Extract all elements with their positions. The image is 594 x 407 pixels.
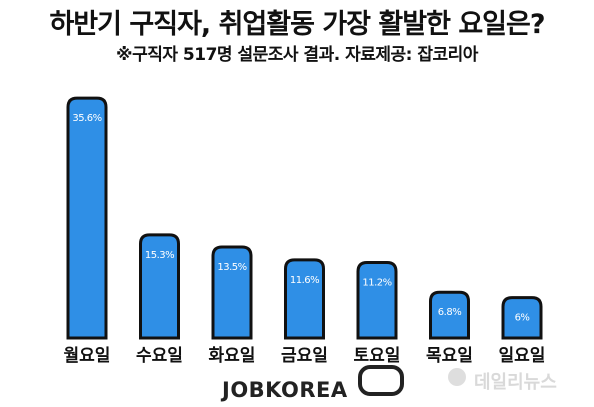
data-label-금요일: 11.6%: [290, 275, 319, 286]
bar-목요일: [429, 290, 470, 340]
data-label-토요일: 11.2%: [362, 278, 391, 289]
jobkorea-logo-mark-icon: [358, 365, 404, 396]
chart-title: 하반기 구직자, 취업활동 가장 활발한 요일은?: [49, 9, 545, 40]
watermark: 데일리뉴스: [474, 372, 557, 393]
category-label-금요일: 금요일: [281, 346, 328, 366]
bar-일요일: [501, 296, 543, 340]
category-label-수요일: 수요일: [136, 346, 183, 366]
category-label-화요일: 화요일: [209, 346, 256, 366]
jobkorea-logo: JOBKOREA: [222, 378, 348, 402]
chart-subtitle: ※구직자 517명 설문조사 결과. 자료제공: 잡코리아: [116, 45, 478, 65]
bar-수요일: [139, 233, 180, 340]
bar-금요일: [284, 258, 325, 340]
bar-토요일: [356, 261, 398, 340]
data-label-수요일: 15.3%: [145, 250, 174, 261]
category-label-토요일: 토요일: [354, 346, 401, 366]
bar-화요일: [211, 245, 253, 340]
data-label-일요일: 6%: [515, 313, 530, 324]
watermark-icon: [448, 368, 466, 386]
category-label-월요일: 월요일: [64, 346, 111, 366]
bar-월요일: [66, 96, 108, 340]
category-label-일요일: 일요일: [499, 346, 546, 366]
data-label-월요일: 35.6%: [72, 113, 101, 124]
data-label-목요일: 6.8%: [438, 307, 461, 318]
data-label-화요일: 13.5%: [217, 262, 246, 273]
category-label-목요일: 목요일: [426, 346, 473, 366]
